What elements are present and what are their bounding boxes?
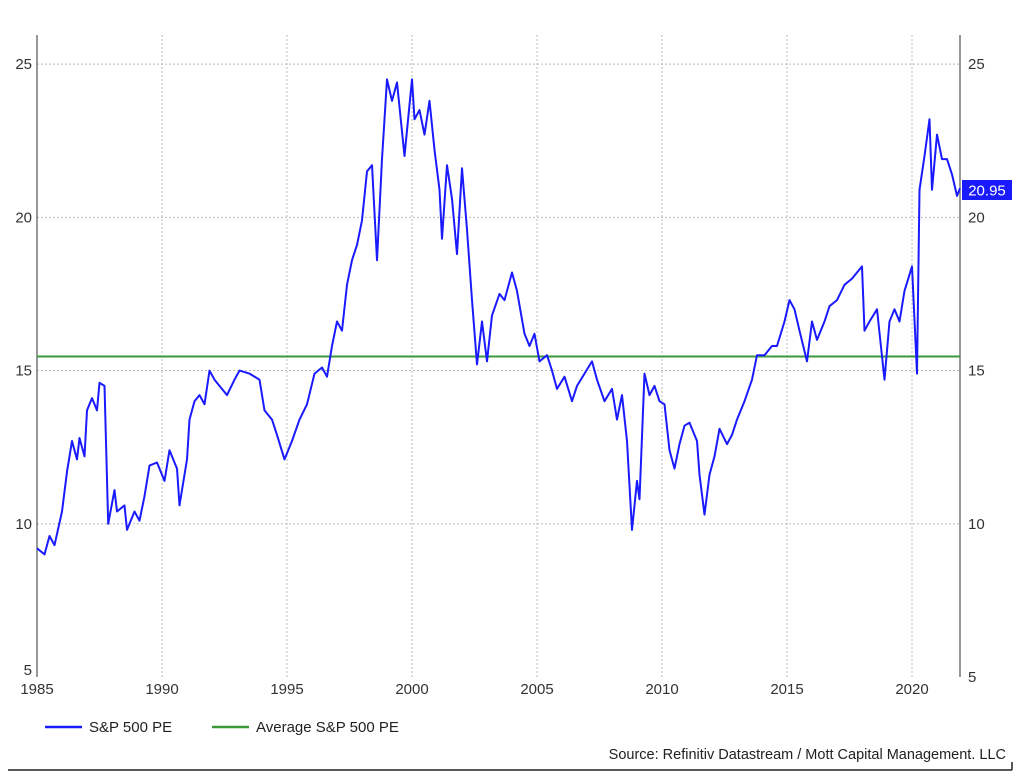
series-lines (36, 78, 961, 556)
x-tick-label: 2005 (520, 681, 553, 698)
source-note: Source: Refinitiv Datastream / Mott Capi… (609, 747, 1006, 763)
y-tick-label-right: 5 (968, 669, 976, 686)
series-line-sp500-pe (36, 78, 961, 556)
y-tick-labels: 5 5 10 10 15 15 20 20 25 25 (15, 56, 984, 686)
y-tick-label-right: 10 (968, 516, 985, 533)
y-tick-label-left: 10 (15, 516, 32, 533)
y-tick-label-left: 15 (15, 363, 32, 380)
legend-label-average-pe: Average S&P 500 PE (256, 719, 399, 736)
x-tick-label: 2020 (895, 681, 928, 698)
x-tick-label: 2010 (645, 681, 678, 698)
x-tick-label: 2000 (395, 681, 428, 698)
x-tick-label: 1995 (270, 681, 303, 698)
legend-label-sp500-pe: S&P 500 PE (89, 719, 172, 736)
y-tick-label-right: 15 (968, 363, 985, 380)
legend: S&P 500 PE Average S&P 500 PE (45, 719, 399, 736)
last-value-label: 20.95 (962, 180, 1012, 200)
x-tick-label: 1990 (145, 681, 178, 698)
y-tick-label-left: 5 (24, 662, 32, 679)
last-value-text: 20.95 (968, 183, 1006, 200)
y-tick-label-right: 20 (968, 209, 985, 226)
x-tick-label: 1985 (20, 681, 53, 698)
y-tick-label-right: 25 (968, 56, 985, 73)
last-value-badge (962, 180, 1012, 200)
x-tick-label: 2015 (770, 681, 803, 698)
y-tick-label-left: 20 (15, 209, 32, 226)
x-tick-labels: 1985 1990 1995 2000 2005 2010 2015 2020 (20, 681, 928, 698)
y-tick-label-left: 25 (15, 56, 32, 73)
